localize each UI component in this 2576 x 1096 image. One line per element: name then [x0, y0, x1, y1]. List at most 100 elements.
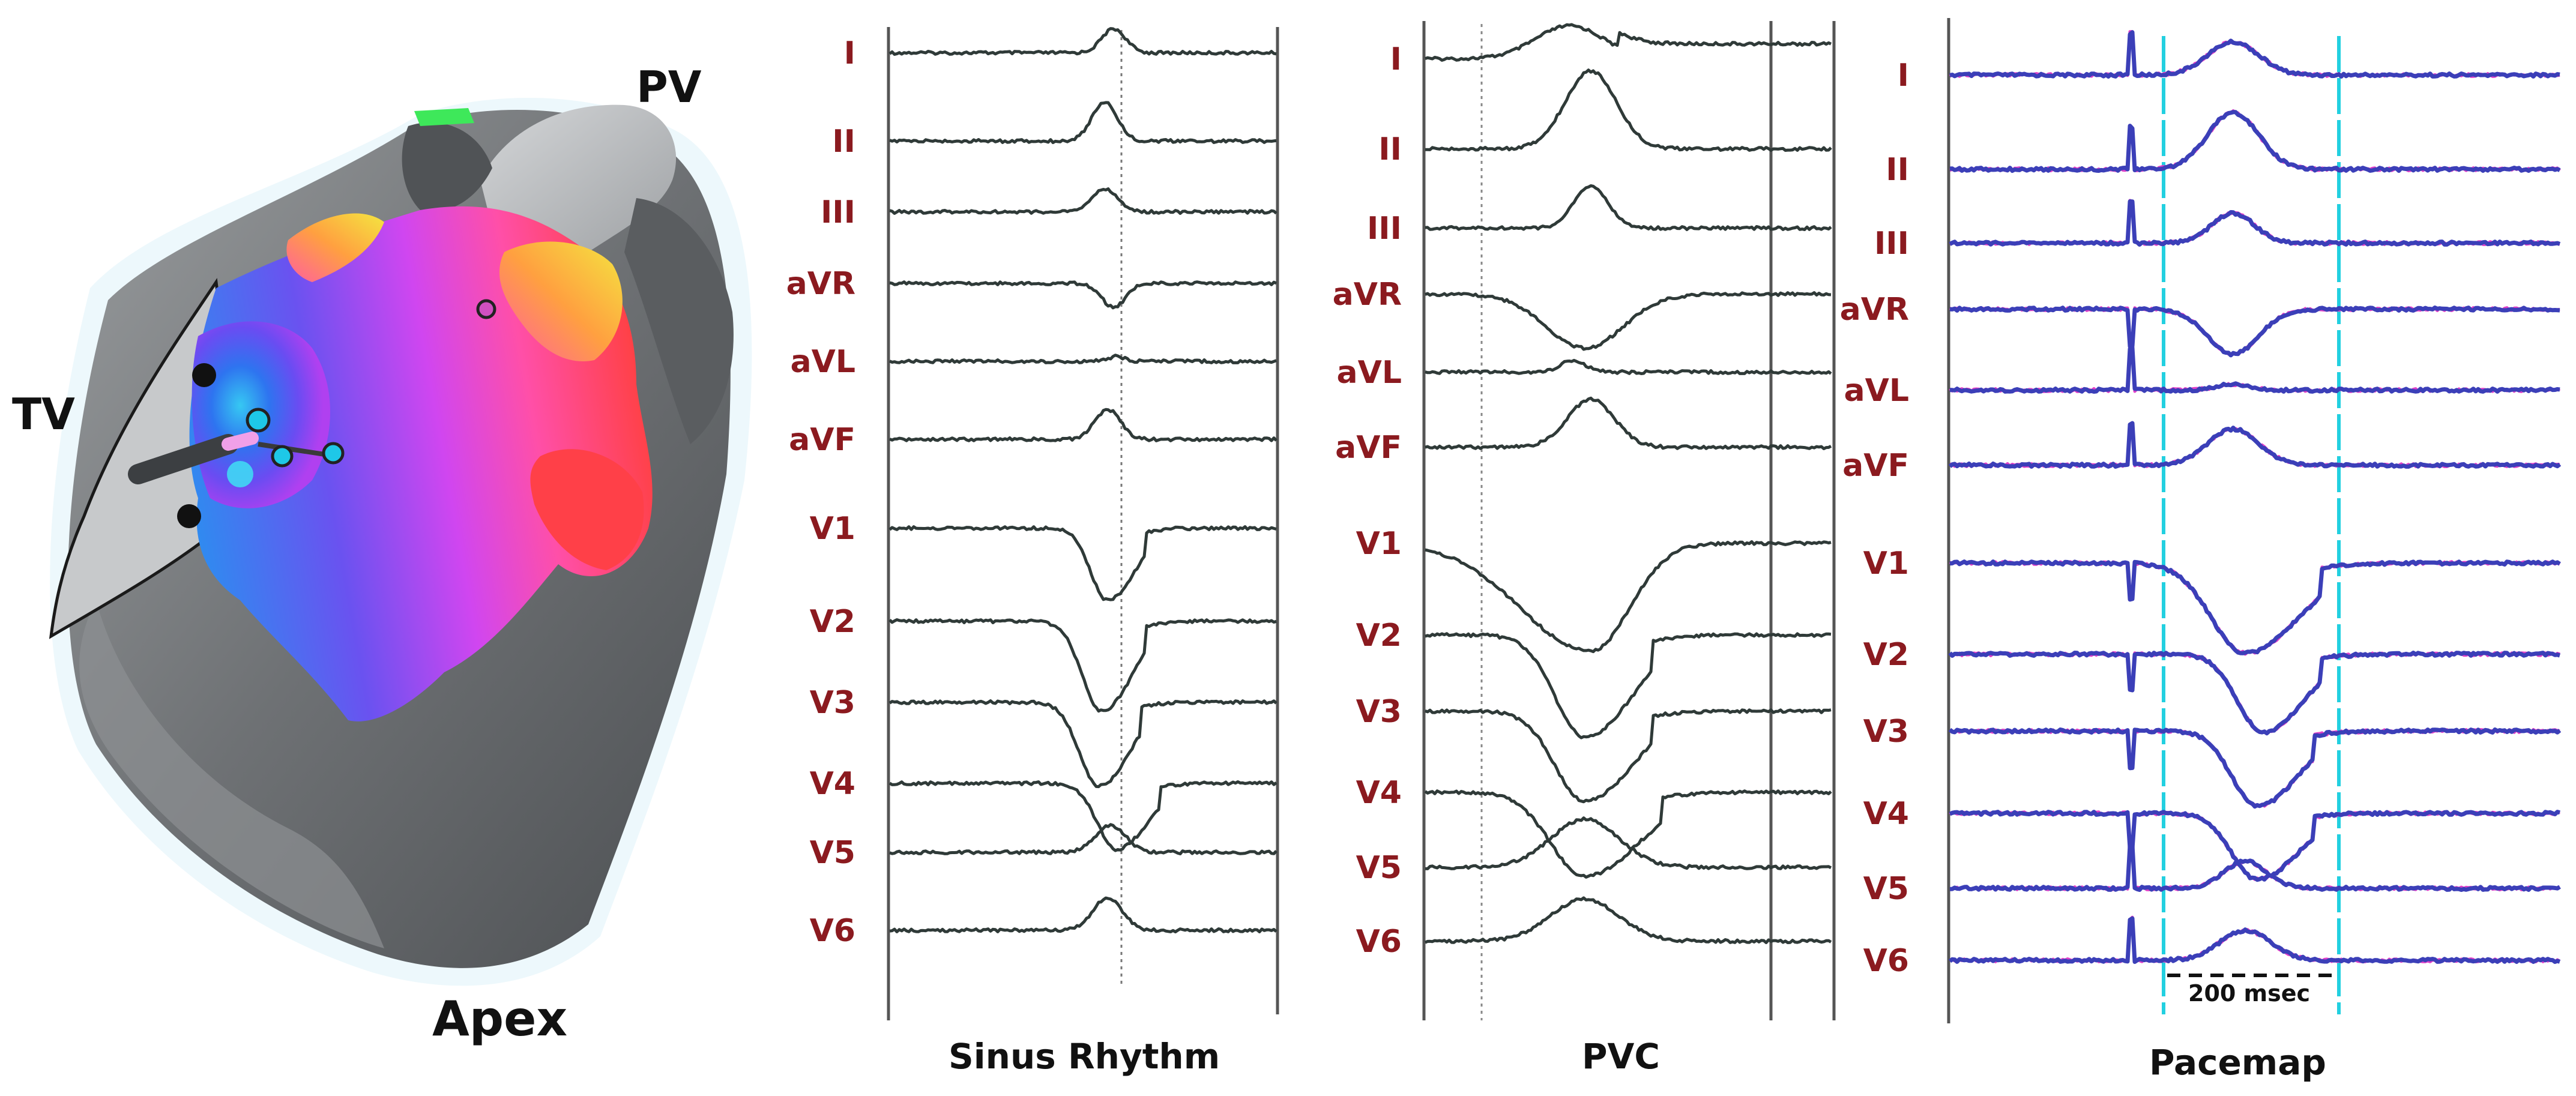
outflow-right-dark [624, 198, 734, 444]
ecg-trace-avr [1949, 306, 2560, 357]
ecg-trace-v3 [1949, 728, 2560, 808]
lead-label-avl: aVL [791, 344, 855, 380]
lead-label-ii: II [1378, 131, 1402, 167]
ecg-trace-i [1949, 30, 2560, 79]
ecg-trace-v2 [1425, 632, 1832, 739]
ecg-trace-avr [1425, 291, 1832, 351]
ecg-trace-iii [889, 187, 1277, 215]
lead-label-iii: III [1367, 211, 1402, 247]
lead-label-avr: aVR [786, 266, 855, 302]
ecg-trace-v6 [1424, 896, 1832, 944]
ecg-trace-iii [1949, 199, 2560, 246]
scale-bar-label: 200 msec [2188, 980, 2310, 1007]
ecg-trace-ii [1949, 110, 2561, 173]
tag-dark [192, 363, 216, 387]
pv-label: PV [636, 62, 702, 112]
ecg-trace-v1 [1949, 560, 2561, 656]
tag-cyan [246, 408, 271, 433]
ablation-tags [177, 299, 496, 528]
lead-label-iii: III [1874, 226, 1909, 262]
ecg-trace-ii [1425, 68, 1832, 152]
outflow-dark [402, 122, 492, 212]
heart-map: PV TV Apex [12, 62, 752, 1047]
lead-label-avf: aVF [789, 422, 855, 458]
ecg-trace-avl [1949, 345, 2560, 394]
ecg-trace-i [888, 27, 1277, 56]
green-marker [414, 108, 474, 126]
lead-label-i: I [844, 35, 855, 71]
tag-cyan [271, 445, 294, 468]
lead-label-v3: V3 [810, 685, 855, 721]
lead-label-v6: V6 [1356, 924, 1402, 960]
ecg-trace-avl [888, 354, 1277, 364]
ecg-trace-avr [1949, 306, 2560, 358]
tag-magenta [476, 299, 496, 319]
ecg-trace-ii [1949, 109, 2561, 172]
activation-orange-upper [286, 213, 384, 282]
ecg-trace-v5 [1949, 843, 2561, 892]
lead-label-v3: V3 [1356, 694, 1402, 730]
lead-label-v6: V6 [1863, 943, 1909, 979]
ventricle-shadow [79, 600, 384, 948]
panel-title-pvc: PVC [1582, 1036, 1660, 1077]
panel-title-pacemap: Pacemap [2149, 1042, 2326, 1083]
tag-cyan [322, 442, 345, 465]
catheter-tip [222, 432, 259, 451]
ecg-trace-v2 [888, 618, 1277, 713]
tv-label: TV [12, 389, 75, 439]
lead-label-v4: V4 [810, 766, 855, 802]
lead-label-i: I [1390, 41, 1402, 77]
ecg-trace-v5 [1425, 816, 1832, 870]
lead-label-v4: V4 [1356, 775, 1402, 811]
lead-label-v1: V1 [1356, 526, 1402, 562]
ecg-trace-avf [1949, 423, 2560, 468]
ecg-trace-v1 [888, 525, 1277, 601]
lead-label-avl: aVL [1337, 355, 1402, 391]
ecg-trace-avl [1949, 347, 2561, 393]
ecg-trace-v6 [889, 896, 1277, 933]
ecg-trace-v5 [1950, 845, 2560, 891]
lead-label-avl: aVL [1844, 373, 1909, 409]
ecg-trace-v3 [888, 699, 1277, 789]
lead-label-ii: II [832, 124, 855, 160]
ecg-trace-v5 [889, 823, 1277, 855]
lead-label-v6: V6 [810, 913, 855, 949]
ecg-trace-avf [1425, 396, 1832, 450]
ecg-trace-i [1425, 23, 1832, 62]
lead-label-v5: V5 [1863, 871, 1909, 907]
ecg-trace-avf [889, 408, 1277, 442]
lead-label-v4: V4 [1863, 796, 1909, 832]
ecg-trace-v6 [1949, 915, 2561, 963]
lead-label-v2: V2 [810, 604, 855, 640]
ecg-trace-v4 [1949, 810, 2560, 881]
lead-label-v2: V2 [1356, 618, 1402, 654]
ecg-trace-v6 [1948, 916, 2561, 964]
activation-late-yellow [499, 241, 623, 361]
ecg-trace-v2 [1949, 651, 2560, 734]
lead-label-v1: V1 [810, 511, 855, 547]
lead-label-v3: V3 [1863, 714, 1909, 750]
ecg-trace-v1 [1949, 559, 2561, 655]
lead-label-avf: aVF [1335, 430, 1402, 466]
ecg-trace-iii [1425, 184, 1832, 231]
lead-label-v1: V1 [1863, 546, 1909, 582]
ecg-trace-avl [1425, 358, 1832, 375]
lead-label-avr: aVR [1840, 292, 1909, 328]
ecg-trace-v1 [1425, 540, 1832, 654]
ecg-trace-ii [889, 101, 1277, 144]
ecg-trace-v3 [1948, 727, 2562, 809]
lead-label-ii: II [1886, 152, 1909, 188]
ecg-trace-v4 [1424, 789, 1832, 879]
ecg-trace-v4 [888, 780, 1277, 852]
ecg-trace-avf [1948, 421, 2562, 469]
ecg-trace-v2 [1948, 651, 2561, 736]
catheter-shaft [128, 434, 238, 484]
panel-title-sinus: Sinus Rhythm [949, 1036, 1220, 1077]
lead-label-i: I [1898, 58, 1909, 94]
ecg-trace-avr [889, 280, 1277, 310]
lead-label-v2: V2 [1863, 637, 1909, 673]
